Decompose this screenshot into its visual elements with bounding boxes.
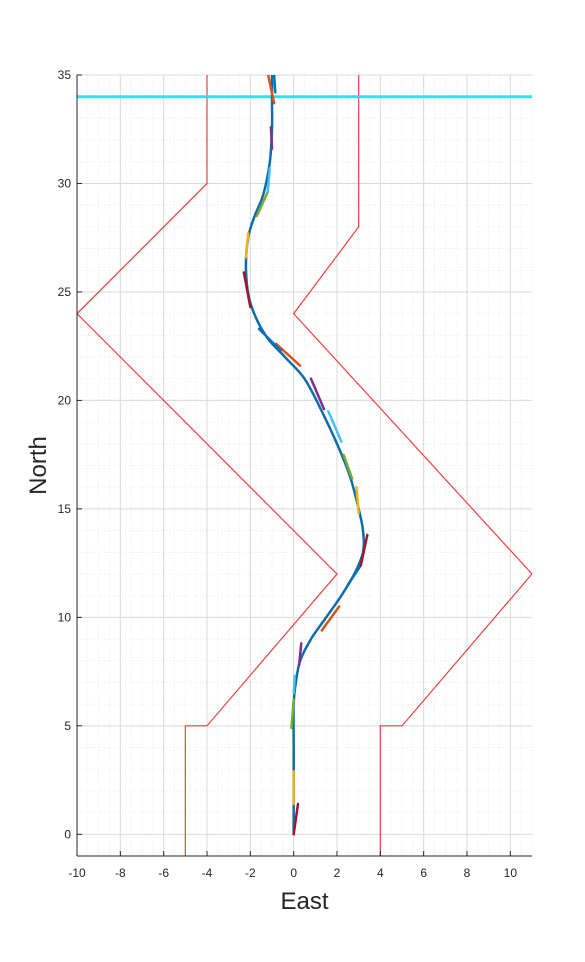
heading-segment bbox=[292, 674, 296, 695]
y-tick-label: 20 bbox=[58, 393, 72, 407]
heading-segment bbox=[266, 167, 272, 194]
heading-segment bbox=[272, 75, 277, 94]
trajectory-group bbox=[244, 75, 366, 834]
axes bbox=[76, 74, 532, 857]
x-tick-label: 2 bbox=[334, 866, 341, 880]
x-tick-label: -10 bbox=[68, 866, 86, 880]
right-boundary-line bbox=[292, 75, 532, 856]
heading-segment bbox=[342, 453, 354, 480]
heading-segment bbox=[242, 271, 252, 309]
x-tick-label: -4 bbox=[202, 866, 213, 880]
y-axis-label: North bbox=[25, 436, 52, 495]
y-tick-label: 30 bbox=[58, 176, 72, 190]
heading-segment bbox=[359, 533, 369, 567]
y-tick-label: 5 bbox=[64, 719, 71, 733]
heading-segment bbox=[257, 327, 282, 352]
x-tick-label: 0 bbox=[290, 866, 297, 880]
y-tick-label: 10 bbox=[58, 610, 72, 624]
heading-segment bbox=[255, 190, 269, 218]
heading-segment bbox=[297, 642, 303, 667]
x-tick-label: 4 bbox=[377, 866, 384, 880]
trajectory-path bbox=[244, 75, 366, 834]
heading-segment bbox=[327, 410, 343, 443]
heading-segments bbox=[242, 75, 369, 836]
left-boundary-line bbox=[77, 75, 338, 856]
heading-segment bbox=[355, 485, 360, 515]
heading-segment bbox=[309, 377, 326, 411]
heading-segment bbox=[346, 564, 363, 587]
heading-segment bbox=[320, 605, 341, 632]
x-tick-labels: -10 -8 -6 -4 -2 0 2 4 6 8 10 bbox=[68, 866, 517, 880]
y-tick-label: 15 bbox=[58, 502, 72, 516]
y-tick-label: 0 bbox=[64, 827, 71, 841]
x-tick-label: -8 bbox=[115, 866, 126, 880]
heading-segment bbox=[275, 342, 302, 367]
y-tick-label: 25 bbox=[58, 285, 72, 299]
heading-segment bbox=[290, 698, 295, 730]
major-grid bbox=[76, 74, 532, 856]
heading-segment bbox=[269, 125, 274, 151]
plot-area bbox=[77, 75, 532, 856]
track-boundaries bbox=[77, 75, 532, 856]
x-tick-label: -6 bbox=[158, 866, 169, 880]
heading-segment bbox=[244, 232, 250, 259]
x-tick-label: -2 bbox=[245, 866, 256, 880]
x-tick-label: 10 bbox=[504, 866, 518, 880]
x-tick-label: 6 bbox=[420, 866, 427, 880]
x-axis-label: East bbox=[280, 888, 328, 915]
y-tick-label: 35 bbox=[58, 68, 72, 82]
heading-segment bbox=[292, 802, 300, 836]
heading-segment bbox=[266, 75, 276, 105]
x-tick-label: 8 bbox=[464, 866, 471, 880]
y-tick-labels: 0 5 10 15 20 25 30 35 bbox=[58, 68, 72, 841]
